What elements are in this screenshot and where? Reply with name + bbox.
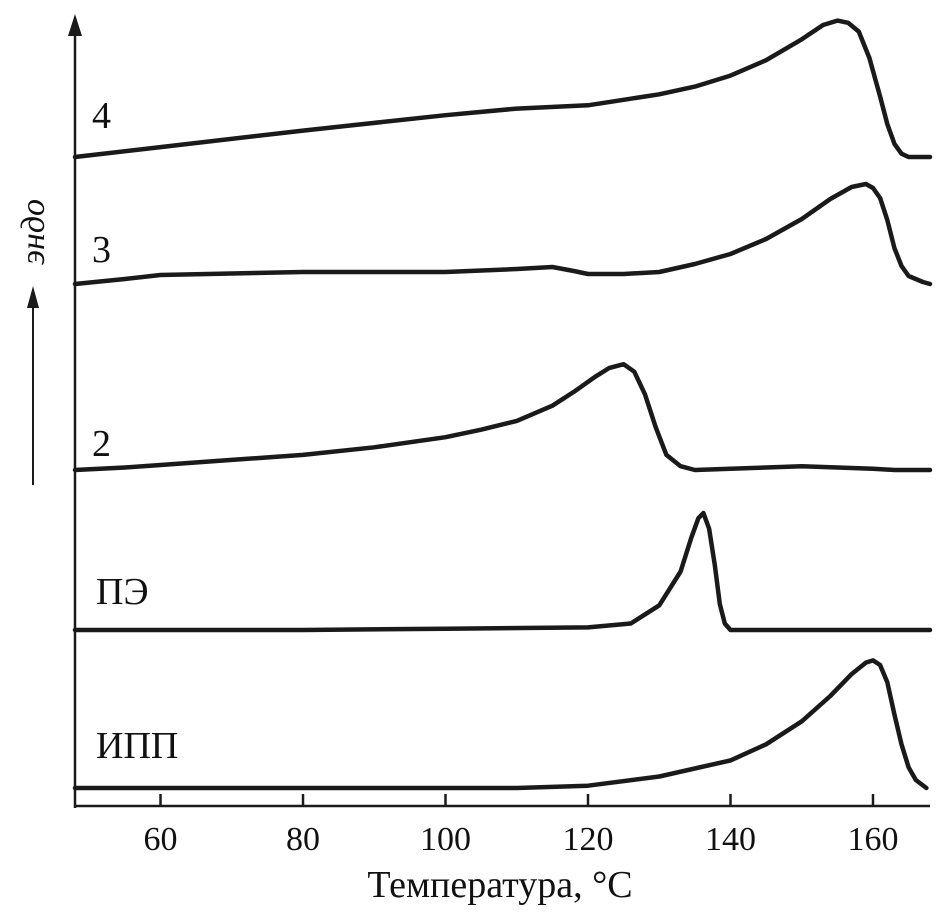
- x-tick-label: 100: [420, 821, 471, 858]
- trace-2: [72, 181, 933, 287]
- curve-label: ПЭ: [96, 571, 149, 613]
- curve-label: 2: [92, 423, 111, 465]
- y-axis-arrowhead: [68, 14, 82, 36]
- axes: [68, 14, 930, 808]
- curve-label: 4: [92, 95, 111, 137]
- x-tick-label: 80: [286, 821, 320, 858]
- curve-label: 3: [92, 229, 111, 271]
- x-ticks: 60 80 100 120 140 160: [144, 794, 899, 858]
- trace-1: [72, 18, 933, 160]
- trace-4: [72, 510, 933, 633]
- x-tick-label: 140: [705, 821, 756, 858]
- trace-5: [72, 658, 929, 791]
- endo-indicator: эндо: [15, 199, 52, 485]
- curve-labels: 4 3 2 ПЭ ИПП: [92, 95, 178, 767]
- trace-3: [72, 361, 933, 473]
- traces: [72, 18, 933, 791]
- x-tick-label: 160: [848, 821, 899, 858]
- endo-arrow-head: [27, 286, 39, 308]
- curve-label: ИПП: [96, 725, 178, 767]
- x-axis-title: Температура, °С: [367, 864, 632, 906]
- x-tick-label: 120: [563, 821, 614, 858]
- x-tick-label: 60: [144, 821, 178, 858]
- y-axis-title: эндо: [15, 199, 52, 265]
